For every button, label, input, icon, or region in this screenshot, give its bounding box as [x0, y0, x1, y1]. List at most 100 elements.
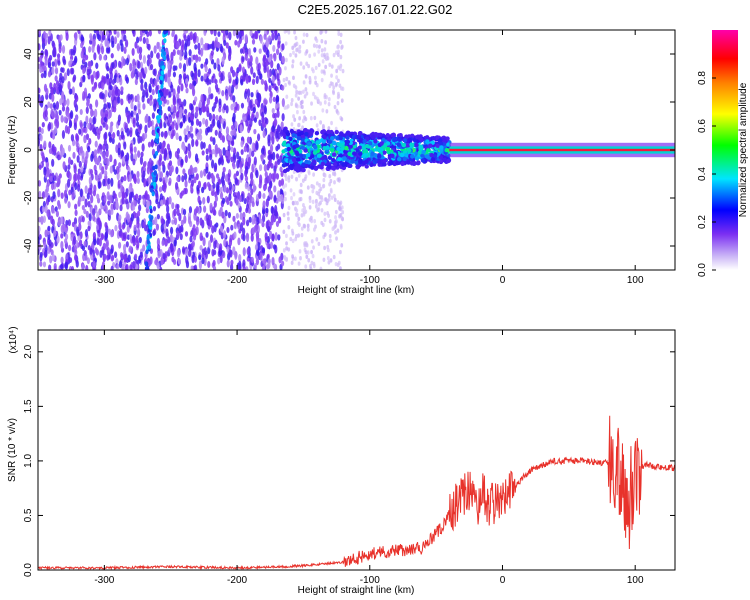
spectrogram-cell — [131, 48, 135, 56]
spectrogram-cell — [144, 261, 148, 267]
spectrogram-cell — [125, 263, 129, 270]
spectrogram-cell — [247, 156, 252, 164]
spectrogram-cell — [73, 164, 77, 174]
spectrogram-cell — [300, 145, 305, 150]
spectrogram-cell — [381, 137, 386, 143]
spectrogram-cell — [212, 265, 217, 270]
spectrogram-cell — [303, 94, 307, 99]
spectrogram-cell — [48, 30, 52, 37]
spectrogram-cell — [267, 259, 271, 269]
spectrogram-cell — [396, 157, 402, 162]
spectrogram-cell — [59, 34, 63, 41]
spectrogram-cell — [193, 80, 197, 87]
spectrogram-cell — [212, 259, 216, 267]
spectrogram-x-axis: -300 -200 -100 0 100 — [94, 30, 644, 286]
spectrogram-cell — [143, 132, 148, 139]
spectrogram-cell — [177, 258, 182, 265]
spectrogram-cell — [158, 186, 163, 193]
spectrogram-cell — [203, 247, 207, 256]
spectrogram-cell — [319, 186, 323, 192]
spectrogram-cell — [238, 253, 242, 263]
spectrogram-cell — [69, 88, 73, 95]
y-tick-label: 1.0 — [23, 454, 34, 468]
spectrogram-cell — [87, 220, 91, 227]
spectrogram-cell — [254, 98, 258, 105]
spectrogram-cell — [48, 239, 52, 247]
spectrogram-cell — [294, 150, 299, 156]
spectrogram-cell — [189, 114, 194, 121]
spectrogram-cell — [213, 30, 217, 37]
spectrogram-cell — [265, 220, 269, 230]
spectrogram-cell — [216, 181, 220, 190]
spectrogram-cell — [230, 224, 234, 231]
spectrogram-cell — [295, 157, 301, 162]
spectrogram-cell — [52, 102, 56, 109]
spectrogram-cell — [97, 157, 101, 164]
spectrogram-cell — [232, 101, 236, 108]
spectrogram-cell — [314, 65, 318, 71]
spectrogram-cell — [49, 255, 53, 264]
spectrogram-cell — [72, 151, 76, 159]
spectrogram-cell — [412, 161, 418, 166]
spectrogram-cell — [85, 210, 89, 218]
spectrogram-cell — [74, 203, 78, 210]
spectrogram-cell — [240, 149, 244, 155]
spectrogram-cell — [180, 83, 184, 92]
spectrogram-cell — [166, 143, 170, 150]
spectrogram-cell — [364, 143, 370, 149]
spectrogram-cell — [293, 117, 297, 122]
spectrogram-cell — [324, 30, 328, 34]
spectrogram-cell — [67, 80, 71, 90]
spectrogram-cell — [134, 78, 138, 86]
spectrogram-cell — [305, 153, 311, 158]
spectrogram-cell — [417, 135, 423, 141]
spectrogram-cell — [88, 117, 93, 126]
spectrogram-cell — [169, 226, 174, 235]
spectrogram-cell — [210, 190, 215, 196]
spectrogram-cell — [219, 132, 223, 141]
spectrogram-cell — [346, 163, 352, 169]
spectrogram-cell — [336, 52, 340, 57]
spectrogram-cell — [43, 83, 48, 92]
spectrogram-cell — [143, 160, 147, 167]
spectrogram-cell — [297, 122, 301, 128]
snr-panel: -300 -200 -100 0 100 0.00.51.01.52.0 Height … — [7, 326, 676, 596]
spectrogram-cell — [173, 208, 177, 217]
spectrogram-cell — [176, 203, 180, 210]
spectrogram-cell — [43, 250, 48, 259]
spectrogram-cell — [415, 160, 421, 166]
spectrogram-cell — [156, 52, 160, 60]
spectrogram-cell — [50, 215, 54, 224]
spectrogram-cell — [227, 211, 232, 219]
spectrogram-cell — [211, 175, 216, 183]
spectrogram-cell — [298, 197, 302, 202]
spectrogram-cell — [339, 223, 343, 229]
spectrogram-cell — [186, 125, 190, 133]
y-tick-label: 1.5 — [23, 399, 34, 413]
spectrogram-cell — [244, 169, 248, 178]
spectrogram-cell — [209, 123, 213, 133]
spectrogram-cell — [325, 52, 329, 58]
spectrogram-cell — [402, 138, 408, 143]
spectrogram-cell — [57, 175, 61, 184]
spectrogram-cell — [300, 226, 304, 231]
x-tick-label: -100 — [360, 275, 380, 286]
spectrogram-cell — [51, 93, 55, 103]
spectrogram-cell — [120, 253, 124, 260]
spectrogram-cell — [172, 49, 176, 56]
spectrogram-cell — [43, 70, 47, 79]
colorbar-ticks: 0.00.20.40.60.8 — [697, 71, 716, 277]
spectrogram-cell — [275, 173, 280, 180]
spectrogram-cell — [137, 198, 141, 205]
spectrogram-cell — [38, 243, 42, 251]
spectrogram-cell — [223, 184, 227, 193]
spectrogram-cell — [250, 171, 254, 181]
spectrogram-cell — [113, 169, 117, 175]
spectrogram-cell — [312, 91, 315, 97]
spectrogram-cell — [244, 34, 248, 43]
spectrogram-cell — [275, 145, 279, 152]
spectrogram-cell — [298, 116, 302, 121]
spectrogram-cell — [153, 45, 157, 54]
spectrogram-cell — [261, 265, 265, 270]
